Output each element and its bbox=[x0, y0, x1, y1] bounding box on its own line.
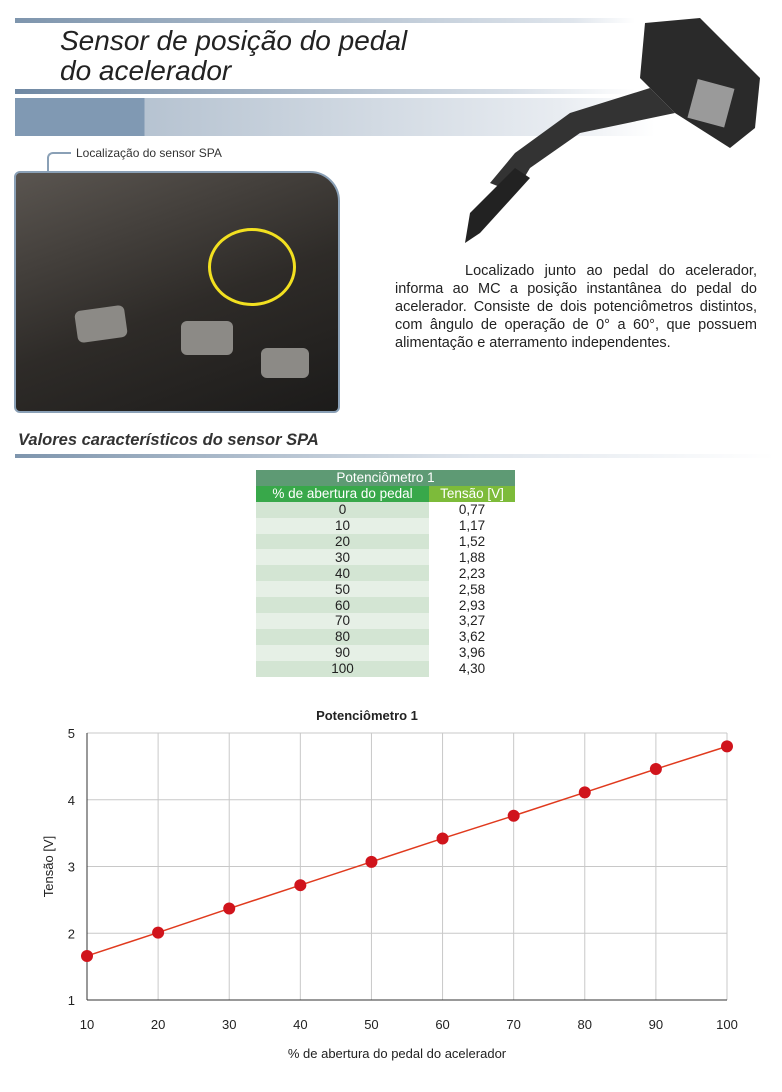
y-tick-label: 1 bbox=[68, 993, 75, 1008]
data-point bbox=[152, 926, 165, 939]
x-tick-label: 40 bbox=[293, 1017, 307, 1032]
accelerator-pedal-image bbox=[465, 18, 760, 243]
chart-title: Potenciômetro 1 bbox=[316, 708, 418, 723]
x-tick-label: 20 bbox=[151, 1017, 165, 1032]
opening-cell: 0 bbox=[256, 501, 429, 518]
opening-cell: 10 bbox=[256, 517, 429, 534]
voltage-cell: 3,96 bbox=[429, 644, 515, 661]
data-point bbox=[578, 786, 591, 799]
data-point bbox=[294, 879, 307, 892]
table-row: 90 3,96 bbox=[256, 644, 515, 661]
section-rule bbox=[15, 454, 775, 458]
sensor-location-photo bbox=[14, 171, 340, 413]
table-header-voltage: Tensão [V] bbox=[429, 485, 515, 502]
voltage-cell: 1,52 bbox=[429, 533, 515, 550]
table-row: 70 3,27 bbox=[256, 613, 515, 629]
pedal-shape bbox=[261, 348, 309, 378]
x-axis-label: % de abertura do pedal do acelerador bbox=[288, 1046, 507, 1061]
table-row: 20 1,52 bbox=[256, 533, 515, 550]
table-row: 80 3,62 bbox=[256, 628, 515, 645]
data-point bbox=[81, 949, 93, 962]
voltage-cell: 4,30 bbox=[429, 660, 515, 677]
description-text: Localizado junto ao pedal do acelerador,… bbox=[395, 263, 757, 351]
voltage-cell: 1,17 bbox=[429, 517, 515, 534]
x-tick-label: 30 bbox=[222, 1017, 236, 1032]
opening-cell: 50 bbox=[256, 581, 429, 598]
voltage-cell: 2,93 bbox=[429, 597, 515, 614]
opening-cell: 40 bbox=[256, 565, 429, 582]
x-tick-label: 70 bbox=[506, 1017, 520, 1032]
opening-cell: 60 bbox=[256, 597, 429, 614]
voltage-cell: 1,88 bbox=[429, 549, 515, 566]
opening-cell: 90 bbox=[256, 644, 429, 661]
data-point bbox=[436, 832, 449, 845]
table-row: 0 0,77 bbox=[256, 501, 515, 518]
voltage-chart: Potenciômetro 1 10 20 30 40 50 60 70 80 90 100 1 2 3 4… bbox=[41, 708, 738, 1061]
x-tick-label: 80 bbox=[578, 1017, 592, 1032]
table-row: 10 1,17 bbox=[256, 517, 515, 534]
table-row: 60 2,93 bbox=[256, 597, 515, 614]
section-title: Valores característicos do sensor SPA bbox=[18, 431, 319, 449]
y-axis-label: Tensão [V] bbox=[41, 836, 56, 897]
voltage-cell: 2,23 bbox=[429, 565, 515, 582]
pedal-shape bbox=[181, 321, 233, 355]
voltage-cell: 3,27 bbox=[429, 613, 515, 629]
voltage-cell: 0,77 bbox=[429, 501, 515, 518]
title-line-2: do acelerador bbox=[60, 55, 232, 86]
x-tick-label: 10 bbox=[80, 1017, 94, 1032]
table-row: 50 2,58 bbox=[256, 581, 515, 598]
data-point bbox=[365, 855, 378, 868]
page-title: Sensor de posição do pedal do acelerador bbox=[60, 26, 407, 86]
opening-cell: 70 bbox=[256, 613, 429, 629]
data-point bbox=[649, 763, 662, 776]
table-row: 30 1,88 bbox=[256, 549, 515, 566]
header-rule-2 bbox=[15, 89, 635, 94]
x-tick-label: 60 bbox=[435, 1017, 449, 1032]
opening-cell: 30 bbox=[256, 549, 429, 566]
data-point bbox=[721, 740, 733, 753]
table-row: 100 4,30 bbox=[256, 660, 515, 677]
table-title: Potenciômetro 1 bbox=[256, 470, 515, 486]
table-header-opening: % de abertura do pedal bbox=[256, 485, 429, 502]
series-line bbox=[86, 745, 728, 957]
x-tick-label: 50 bbox=[364, 1017, 378, 1032]
title-line-1: Sensor de posição do pedal bbox=[60, 25, 408, 56]
header-rule bbox=[15, 18, 635, 23]
values-table: Potenciômetro 1 % de abertura do pedal Te… bbox=[256, 470, 515, 677]
voltage-cell: 2,58 bbox=[429, 581, 515, 598]
x-tick-label: 100 bbox=[716, 1017, 738, 1032]
y-tick-label: 3 bbox=[68, 860, 75, 875]
x-tick-label: 90 bbox=[649, 1017, 663, 1032]
caption-connector bbox=[47, 152, 71, 174]
photo-caption: Localização do sensor SPA bbox=[76, 146, 222, 160]
y-tick-label: 4 bbox=[68, 793, 75, 808]
y-tick-label: 2 bbox=[68, 926, 75, 941]
opening-cell: 80 bbox=[256, 628, 429, 645]
opening-cell: 20 bbox=[256, 533, 429, 550]
data-point bbox=[507, 809, 520, 822]
data-point bbox=[223, 902, 236, 915]
highlight-circle bbox=[208, 228, 296, 306]
opening-cell: 100 bbox=[256, 660, 429, 677]
table-row: 40 2,23 bbox=[256, 565, 515, 582]
voltage-cell: 3,62 bbox=[429, 628, 515, 645]
pedal-shape bbox=[74, 304, 128, 344]
y-tick-label: 5 bbox=[68, 726, 75, 741]
